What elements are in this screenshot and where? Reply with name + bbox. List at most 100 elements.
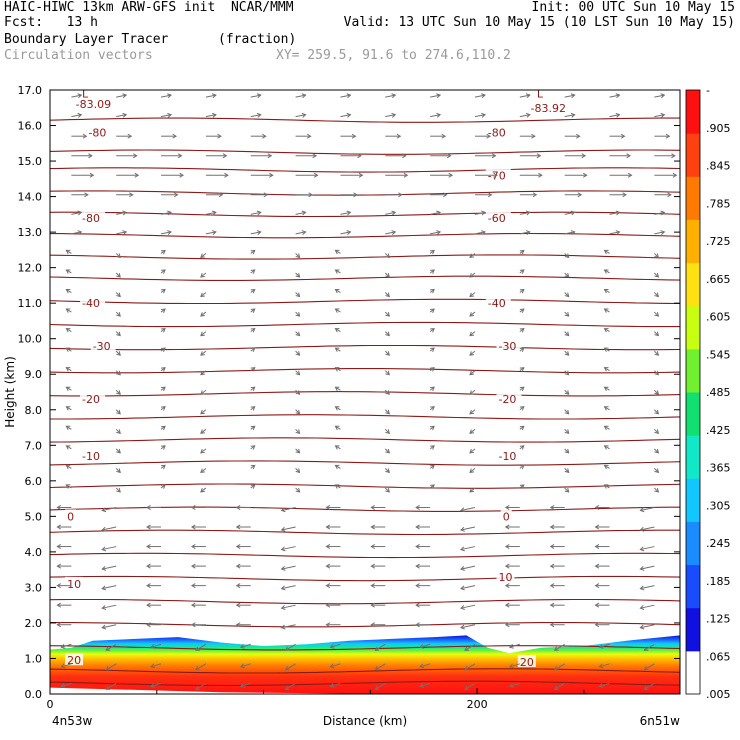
wind-vector-head — [116, 312, 121, 317]
wind-vector-head — [654, 409, 660, 415]
wind-vector-head — [519, 445, 525, 450]
wind-vector-head — [654, 253, 660, 259]
wind-vector-head — [200, 292, 205, 298]
wind-vector-head — [200, 253, 205, 259]
wind-vector-head — [430, 367, 435, 372]
field-title: Boundary Layer Tracer — [4, 32, 169, 47]
wind-vector — [71, 231, 82, 235]
wind-vector-head — [329, 643, 335, 649]
wind-vector-head — [211, 210, 217, 216]
wind-vector-head — [116, 253, 121, 259]
wind-vector-head — [295, 409, 301, 415]
colorbar-swatch — [686, 435, 700, 479]
field-units: (fraction) — [218, 32, 297, 47]
wind-vector — [335, 464, 341, 469]
wind-vector-head — [603, 347, 609, 352]
wind-vector-head — [504, 563, 510, 569]
wind-vector-head — [122, 210, 128, 216]
wind-vector-head — [235, 583, 241, 589]
contour-label-bg — [80, 210, 106, 223]
contour-line — [50, 414, 680, 420]
wind-vector-head — [334, 328, 340, 333]
wind-vector — [599, 643, 610, 648]
contour-line — [50, 668, 680, 674]
wind-vector-head — [301, 112, 307, 118]
wind-vector-head — [442, 192, 448, 198]
wind-vector — [469, 428, 476, 434]
wind-vector-head — [519, 288, 525, 294]
wind-vector — [200, 467, 207, 473]
wind-vector — [295, 211, 306, 215]
wind-vector-head — [391, 112, 397, 118]
wind-vector-head — [519, 328, 525, 333]
wind-vector — [340, 231, 351, 235]
wind-vector-head — [481, 230, 486, 235]
wind-vector-head — [564, 312, 570, 317]
wind-vector-head — [508, 643, 514, 649]
wind-vector-head — [65, 386, 71, 391]
wind-vector — [105, 663, 117, 671]
wind-vector-head — [396, 133, 402, 139]
wind-vector-head — [200, 312, 205, 317]
wind-vector-head — [370, 544, 375, 550]
wind-vector-head — [84, 192, 89, 198]
y-tick-label: 14.0 — [18, 191, 43, 204]
wind-vector-head — [660, 230, 666, 235]
contour-label-bg — [80, 392, 106, 405]
wind-vector — [66, 250, 72, 254]
wind-vector — [460, 546, 476, 551]
wind-vector-head — [222, 153, 228, 159]
wind-vector-head — [195, 685, 200, 690]
wind-vector-head — [239, 683, 245, 688]
wind-vector-head — [134, 172, 140, 178]
contour-label-bg — [73, 97, 120, 110]
wind-vector — [195, 643, 207, 651]
wind-vector-head — [280, 526, 286, 532]
wind-vector — [419, 682, 431, 687]
wind-vector-head — [549, 563, 555, 569]
wind-vector-head — [385, 351, 390, 356]
wind-vector — [430, 211, 441, 215]
wind-vector-head — [77, 112, 83, 118]
wind-vector-head — [419, 643, 425, 649]
wind-vector-head — [65, 289, 71, 294]
x-tick-label: 0 — [47, 698, 54, 711]
colorbar-swatch — [686, 90, 700, 134]
wind-vector — [604, 484, 610, 489]
wind-vector-head — [549, 602, 555, 608]
wind-vector-head — [654, 370, 660, 376]
wind-vector — [102, 565, 117, 570]
wind-vector-head — [441, 133, 447, 139]
wind-vector — [200, 428, 207, 434]
wind-vector — [469, 272, 476, 278]
wind-vector — [604, 269, 610, 274]
contour-line — [50, 190, 680, 196]
wind-vector — [200, 331, 207, 336]
contour-label: 10 — [67, 578, 81, 591]
wind-vector-head — [615, 93, 621, 99]
wind-vector-head — [654, 312, 660, 317]
wind-vector — [599, 663, 610, 668]
wind-vector-head — [519, 386, 525, 392]
wind-vector-head — [56, 544, 62, 550]
right-endpoint-label: 6n51w — [640, 714, 681, 728]
wind-vector-head — [660, 210, 666, 216]
contour-label: -83.09 — [76, 98, 111, 111]
wind-vector-head — [436, 230, 442, 235]
wind-vector-head — [603, 367, 609, 372]
contour-line — [50, 483, 680, 489]
wind-vector — [205, 211, 216, 215]
wind-vector-head — [161, 288, 166, 294]
wind-vector-head — [639, 585, 645, 591]
wind-vector-head — [570, 210, 576, 216]
colorbar-label: - — [706, 84, 710, 97]
wind-vector-head — [370, 602, 375, 608]
wind-vector — [205, 231, 216, 235]
wind-vector-head — [654, 292, 660, 298]
header-forecast-hour: Fcst: 13 h — [4, 15, 98, 30]
contour-label-bg — [86, 125, 112, 138]
wind-vector-head — [626, 153, 631, 159]
wind-vector — [102, 526, 117, 531]
wind-vector-head — [538, 172, 543, 178]
wind-vector — [604, 464, 610, 469]
